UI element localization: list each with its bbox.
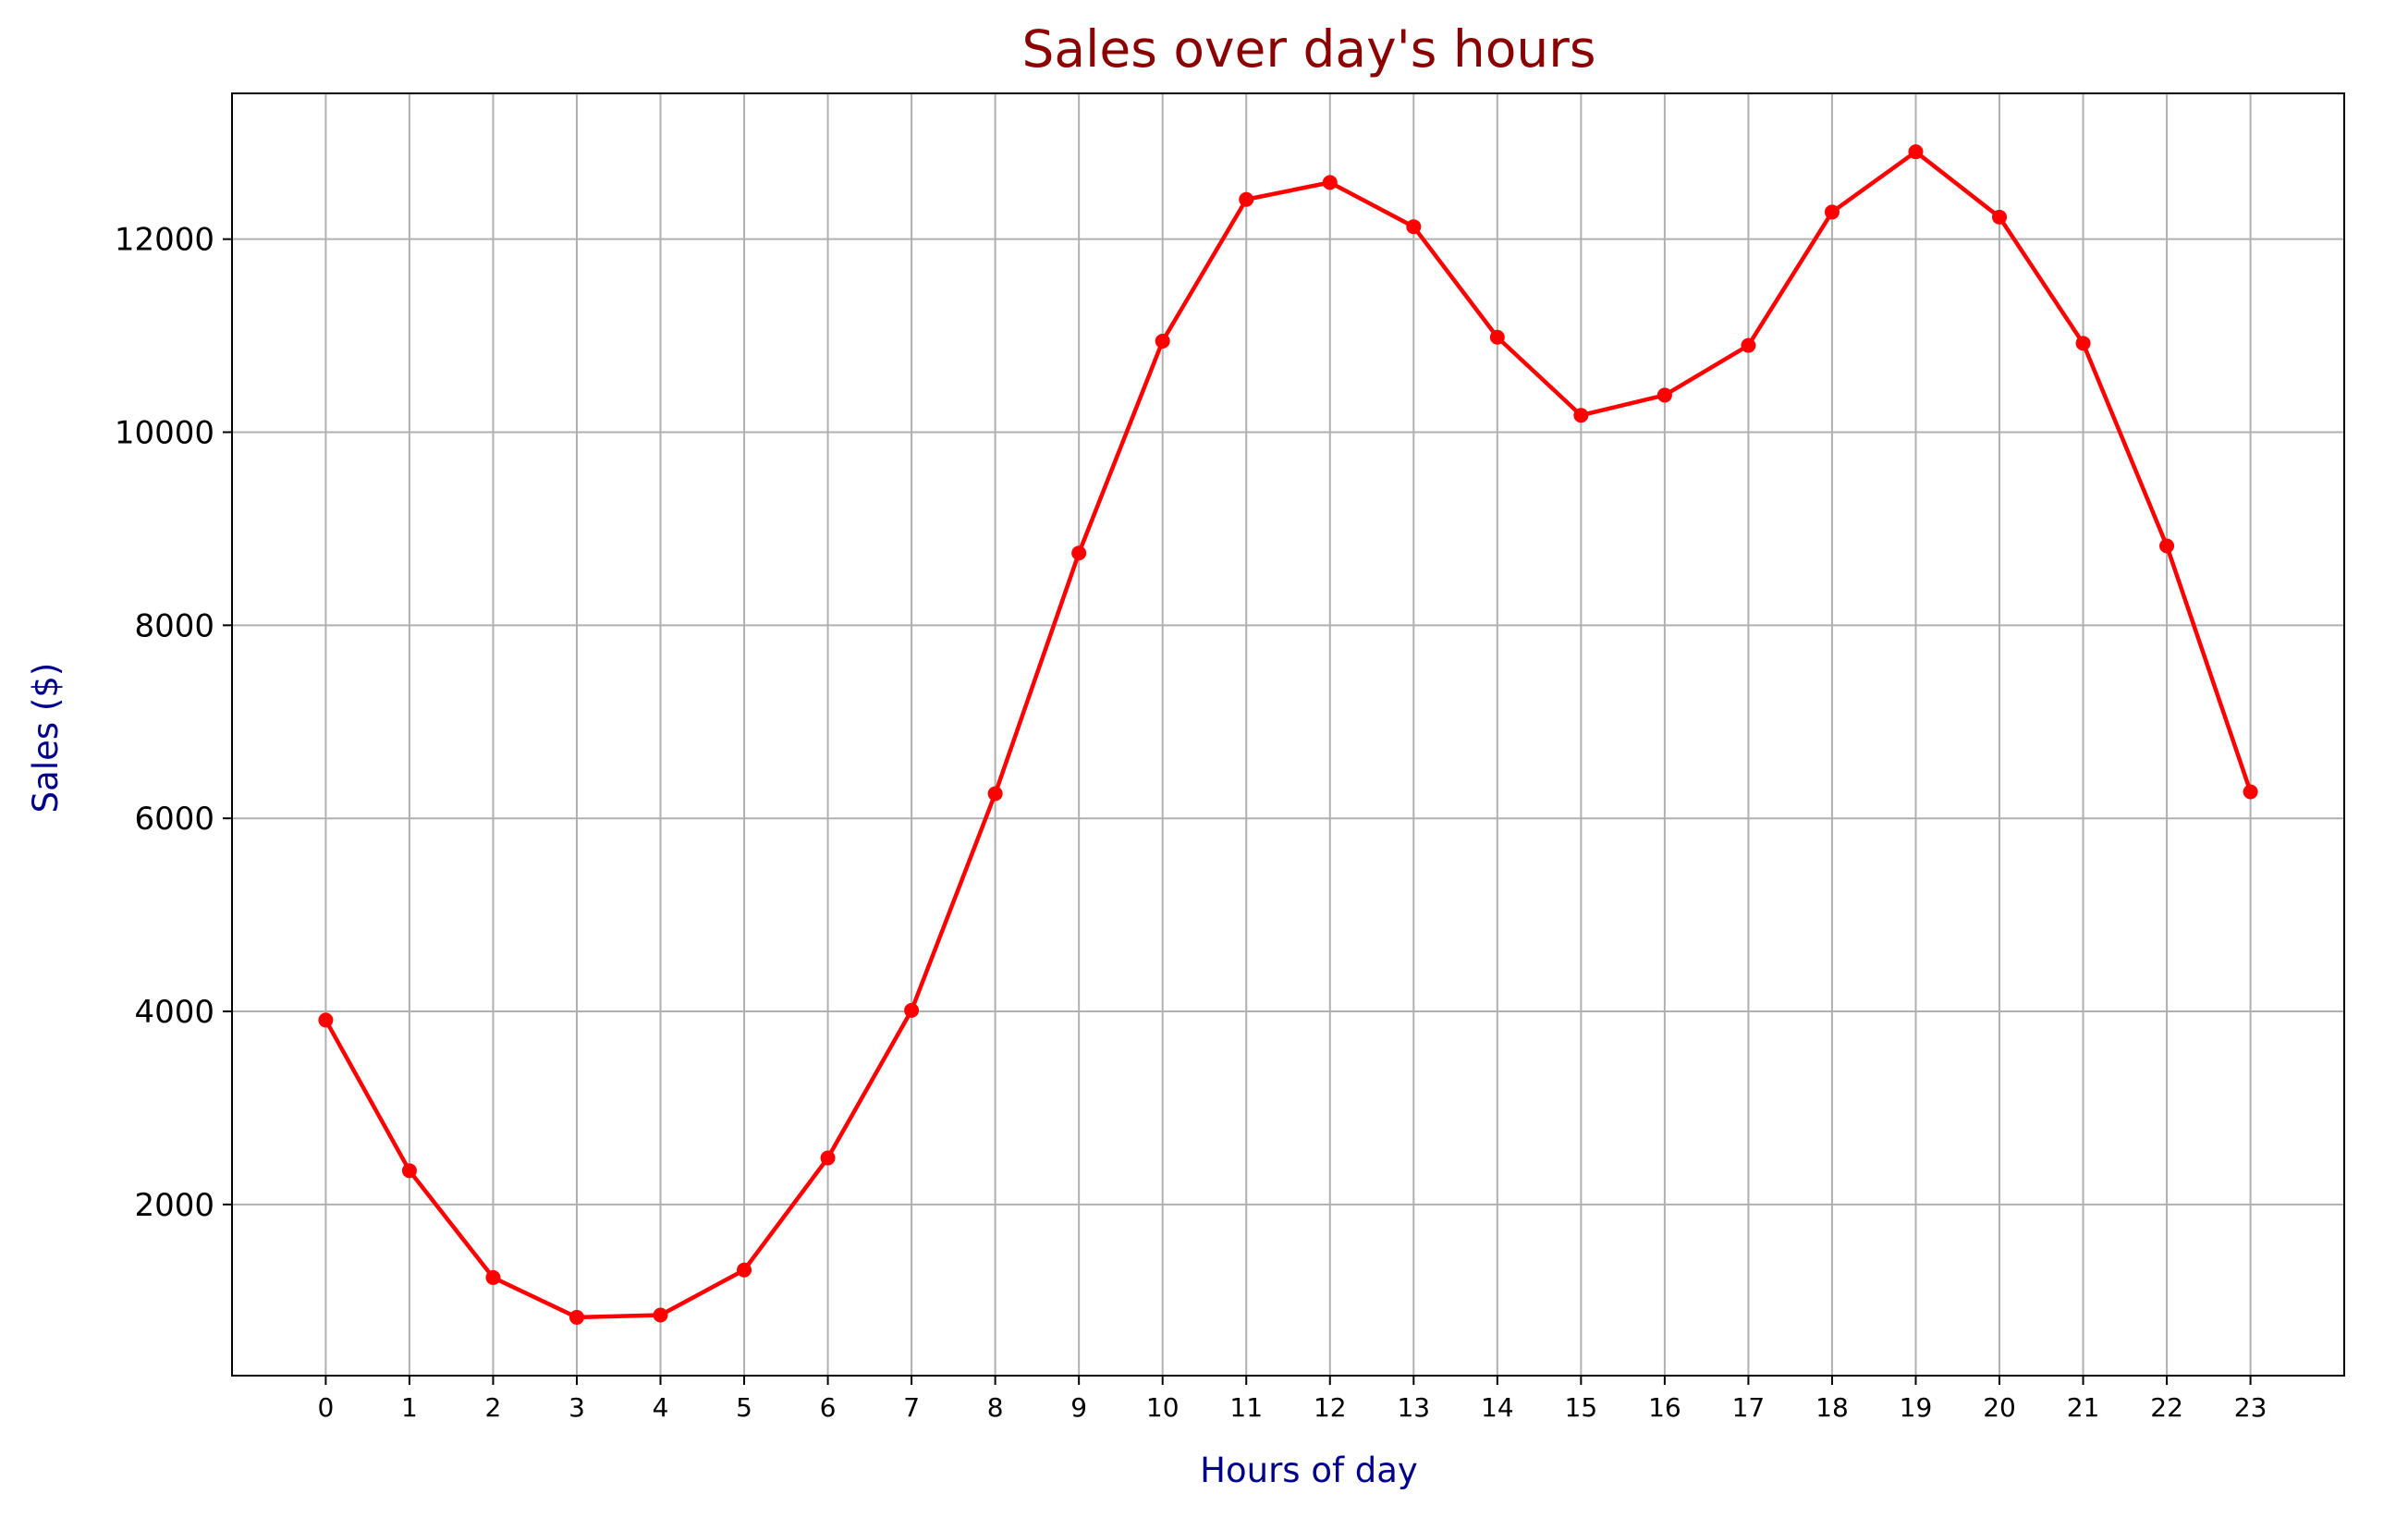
x-tick-label: 14 xyxy=(1481,1392,1514,1423)
y-tick-label: 4000 xyxy=(134,994,214,1031)
y-tick-label: 6000 xyxy=(134,801,214,838)
data-point xyxy=(318,1012,334,1028)
x-tick-label: 8 xyxy=(987,1392,1004,1423)
x-tick-label: 23 xyxy=(2234,1392,2267,1423)
x-tick-label: 3 xyxy=(568,1392,585,1423)
x-tick-label: 13 xyxy=(1397,1392,1430,1423)
y-axis: 2000 4000 6000 8000 10000 12000 xyxy=(115,222,232,1224)
x-tick-label: 20 xyxy=(1983,1392,2016,1423)
x-tick-label: 17 xyxy=(1732,1392,1766,1423)
x-tick-label: 9 xyxy=(1070,1392,1087,1423)
y-tick-label: 2000 xyxy=(134,1187,214,1224)
data-point xyxy=(2243,784,2258,800)
x-tick-label: 4 xyxy=(653,1392,669,1423)
x-tick-label: 6 xyxy=(820,1392,837,1423)
data-point xyxy=(737,1262,752,1278)
x-tick-label: 0 xyxy=(317,1392,334,1423)
data-point xyxy=(485,1269,501,1285)
data-point xyxy=(653,1307,668,1323)
data-point xyxy=(1322,175,1338,190)
y-tick-label: 12000 xyxy=(115,222,214,259)
x-axis: 0 1 2 3 4 5 6 7 8 9 10 11 12 13 14 15 16 17 18 19 20 21 22 23 xyxy=(317,1376,2267,1423)
y-tick-label: 10000 xyxy=(115,415,214,452)
x-tick-label: 12 xyxy=(1314,1392,1347,1423)
x-tick-label: 19 xyxy=(1900,1392,1933,1423)
x-tick-label: 5 xyxy=(736,1392,752,1423)
data-point xyxy=(1908,144,1924,160)
data-point xyxy=(568,1309,584,1325)
series-line xyxy=(324,149,2253,1320)
x-axis-label: Hours of day xyxy=(1200,1451,1418,1490)
x-tick-label: 2 xyxy=(485,1392,502,1423)
x-tick-label: 11 xyxy=(1229,1392,1263,1423)
data-point xyxy=(401,1163,417,1179)
data-point xyxy=(1239,191,1254,207)
data-point xyxy=(1155,333,1170,349)
data-point xyxy=(1992,209,2008,225)
x-tick-label: 18 xyxy=(1815,1392,1849,1423)
data-point xyxy=(1489,329,1505,345)
data-point xyxy=(1406,219,1422,235)
y-axis-label: Sales ($) xyxy=(26,663,66,814)
x-tick-label: 15 xyxy=(1565,1392,1598,1423)
series-sales xyxy=(318,144,2258,1325)
data-point xyxy=(2159,538,2175,554)
x-tick-label: 16 xyxy=(1648,1392,1681,1423)
data-point xyxy=(1656,387,1672,403)
data-point xyxy=(820,1150,836,1166)
x-tick-label: 10 xyxy=(1146,1392,1180,1423)
data-point xyxy=(1824,204,1840,220)
data-point xyxy=(987,786,1003,802)
x-tick-label: 22 xyxy=(2150,1392,2183,1423)
x-tick-label: 7 xyxy=(903,1392,920,1423)
x-tick-label: 1 xyxy=(401,1392,418,1423)
y-tick-label: 8000 xyxy=(134,607,214,644)
chart-title: Sales over day's hours xyxy=(1021,19,1595,79)
plot-frame xyxy=(231,92,2345,1377)
data-point xyxy=(1573,408,1589,423)
data-point xyxy=(2075,336,2091,351)
x-tick-label: 21 xyxy=(2067,1392,2100,1423)
grid-lines xyxy=(232,93,2344,1376)
data-point xyxy=(1741,337,1756,353)
data-point xyxy=(904,1002,920,1018)
data-point xyxy=(1071,545,1087,561)
